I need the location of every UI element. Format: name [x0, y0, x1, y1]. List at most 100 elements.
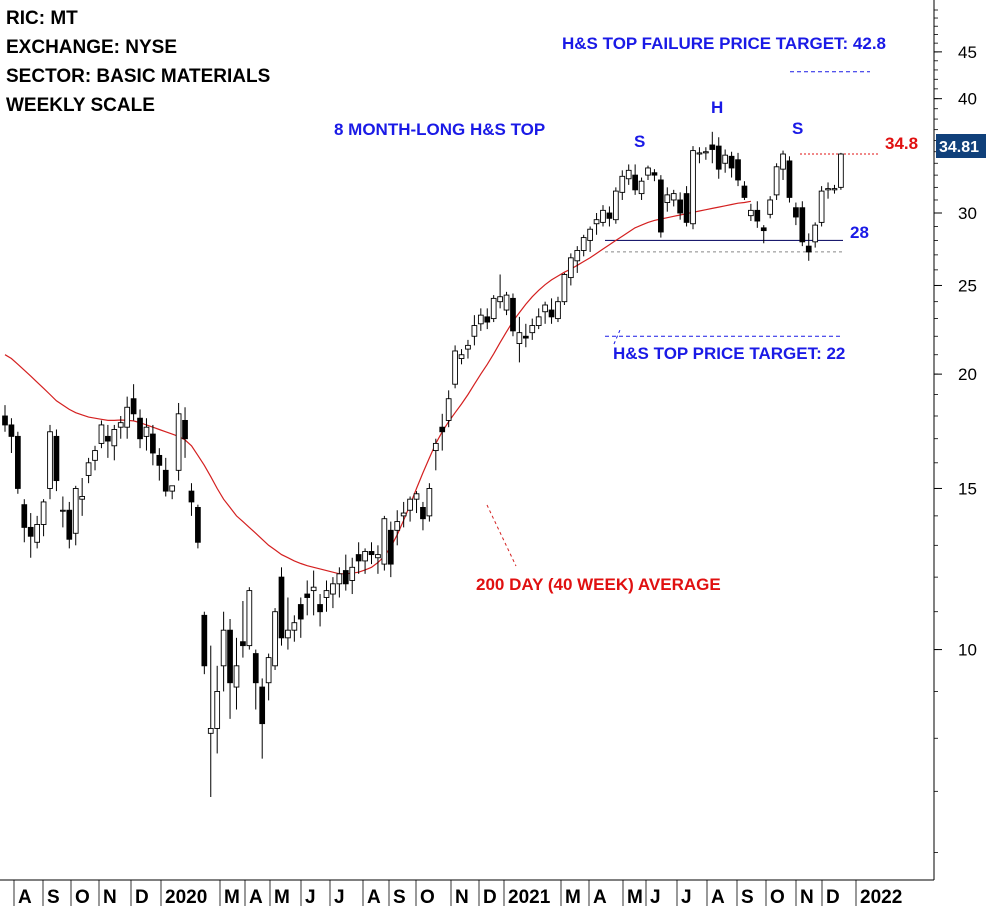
candle [336, 567, 343, 598]
candle [703, 147, 709, 160]
candle [175, 402, 182, 481]
candle-body [310, 586, 317, 592]
candle [452, 345, 458, 389]
candle [15, 431, 21, 494]
candle [580, 234, 587, 257]
x-tick-label: 2020 [165, 887, 207, 906]
candle [272, 608, 278, 670]
candle [632, 164, 638, 195]
candle-body [645, 167, 651, 176]
candle [709, 131, 716, 164]
candle-body [465, 344, 471, 350]
candle-body [220, 629, 227, 667]
candle-body [664, 194, 671, 203]
candle [60, 496, 66, 528]
x-tick-label: N [103, 887, 117, 906]
candle [214, 665, 221, 754]
candle [651, 169, 658, 182]
price-target-annotation: H&S TOP PRICE TARGET: 22 [613, 344, 846, 363]
candle-body [748, 209, 754, 217]
candle-body [773, 166, 780, 196]
candle [240, 601, 246, 658]
candle [143, 418, 150, 451]
candle-body [625, 169, 632, 180]
candle [741, 181, 748, 200]
candle [645, 165, 651, 180]
candle-body [838, 153, 844, 188]
x-axis: A S O N D 2020 M A M J J A S O N D 2021 M A M J J A S O N D 2022 [0, 879, 934, 906]
candle-body [53, 435, 60, 482]
x-tick-label: 2022 [860, 887, 902, 906]
ric-label: RIC: MT [6, 8, 78, 29]
candle-body [793, 207, 799, 218]
candle [458, 349, 465, 365]
candle-body [452, 350, 458, 385]
candle-body [362, 551, 368, 562]
x-tick-label: J [681, 887, 692, 906]
ma-pointer-line [486, 504, 517, 567]
candle [555, 296, 561, 323]
candle-body [619, 175, 626, 193]
x-labels: A S O N D 2020 M A M J J A S O N D 2021 M A M J J A S O N D 2022 [13, 880, 902, 906]
candle [825, 182, 831, 199]
candle-body [278, 576, 285, 639]
x-tick-label: N [455, 887, 469, 906]
candle [137, 409, 143, 449]
y-axis: 10 15 20 25 30 40 45 [933, 0, 977, 880]
x-tick-label: M [627, 887, 643, 906]
candle [387, 521, 394, 578]
candle-body [291, 622, 298, 631]
candle [349, 557, 356, 595]
candle [535, 308, 542, 330]
candle-body [381, 518, 388, 565]
candle [220, 611, 227, 692]
candle-body [831, 188, 838, 191]
exchange-label: EXCHANGE: NYSE [6, 37, 178, 58]
y-tick-label: 20 [958, 365, 977, 384]
x-tick-label: M [224, 887, 240, 906]
candle [773, 163, 780, 200]
candle-body [722, 154, 729, 164]
candle [53, 429, 60, 492]
candle [471, 315, 478, 346]
candle-body [432, 442, 439, 452]
candle [664, 187, 671, 212]
candle [748, 203, 754, 222]
candle-body [587, 228, 593, 241]
x-tick-label: A [593, 887, 607, 906]
candle [838, 152, 844, 190]
candle-body [98, 424, 105, 444]
candle-body [182, 419, 188, 440]
candle [278, 567, 285, 646]
last-price-value: 34.81 [939, 139, 979, 156]
candle-body [458, 354, 465, 359]
candle-body [477, 314, 484, 325]
candle-body [651, 172, 658, 176]
candle [8, 418, 15, 453]
head-label: H [711, 98, 724, 117]
x-tick-label: S [393, 887, 406, 906]
candle-body [117, 422, 124, 428]
candle-body [484, 316, 491, 323]
x-tick-label: O [770, 887, 785, 906]
candle [715, 137, 722, 179]
candle [169, 485, 176, 500]
x-tick-label: O [420, 887, 435, 906]
y-tick-label: 25 [958, 276, 977, 295]
candle-body [111, 429, 118, 447]
candle [342, 554, 349, 591]
candle-body [407, 498, 413, 511]
candle [394, 510, 401, 546]
candle-body [252, 653, 259, 684]
candle [426, 483, 433, 522]
candle [21, 499, 28, 543]
price-target-pointer [613, 329, 621, 345]
candle [195, 504, 201, 549]
candle-body [632, 174, 638, 191]
candle [375, 545, 381, 574]
candle-body [240, 641, 246, 647]
candle [40, 499, 47, 537]
candle-body [805, 245, 812, 253]
candle [818, 186, 825, 227]
candle-body [297, 604, 304, 620]
